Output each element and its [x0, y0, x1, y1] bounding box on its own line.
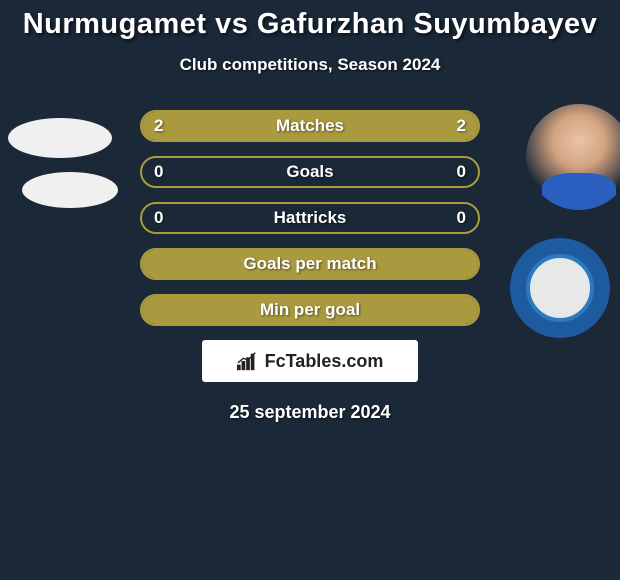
stat-label: Hattricks — [274, 208, 347, 228]
stat-bars: 2 Matches 2 0 Goals 0 0 Hattricks 0 Goal… — [140, 110, 480, 326]
player-right-avatar — [526, 104, 620, 210]
subtitle: Club competitions, Season 2024 — [0, 55, 620, 75]
comparison-card: Nurmugamet vs Gafurzhan Suyumbayev Club … — [0, 0, 620, 423]
stat-label: Min per goal — [260, 300, 360, 320]
stat-label: Goals — [286, 162, 333, 182]
stat-row-matches: 2 Matches 2 — [140, 110, 480, 142]
stat-value-right: 2 — [457, 116, 466, 136]
branding-box: FcTables.com — [202, 340, 418, 382]
stat-row-hattricks: 0 Hattricks 0 — [140, 202, 480, 234]
branding-text: FcTables.com — [265, 351, 384, 372]
stat-row-goals: 0 Goals 0 — [140, 156, 480, 188]
player-left-avatar-placeholder-2 — [22, 172, 118, 208]
stat-row-min-per-goal: Min per goal — [140, 294, 480, 326]
player-right-club-badge — [510, 238, 610, 338]
stat-value-left: 0 — [154, 208, 163, 228]
stat-value-left: 2 — [154, 116, 163, 136]
stats-area: 2 Matches 2 0 Goals 0 0 Hattricks 0 Goal… — [0, 110, 620, 423]
title: Nurmugamet vs Gafurzhan Suyumbayev — [0, 8, 620, 41]
stat-value-right: 0 — [457, 208, 466, 228]
date-label: 25 september 2024 — [50, 402, 570, 423]
stat-value-right: 0 — [457, 162, 466, 182]
stat-label: Goals per match — [243, 254, 376, 274]
stat-label: Matches — [276, 116, 344, 136]
stat-row-goals-per-match: Goals per match — [140, 248, 480, 280]
stat-value-left: 0 — [154, 162, 163, 182]
bar-chart-icon — [237, 351, 259, 371]
player-left-avatar-placeholder-1 — [8, 118, 112, 158]
